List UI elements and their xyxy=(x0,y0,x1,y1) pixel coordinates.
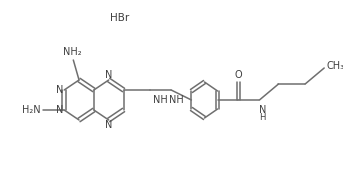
Text: NH: NH xyxy=(168,95,183,105)
Text: N: N xyxy=(56,105,63,115)
Text: N: N xyxy=(105,120,113,130)
Text: N: N xyxy=(259,105,266,115)
Text: NH₂: NH₂ xyxy=(63,47,82,57)
Text: O: O xyxy=(235,70,242,80)
Text: H₂N: H₂N xyxy=(22,105,40,115)
Text: N: N xyxy=(56,85,63,95)
Text: NH: NH xyxy=(153,95,168,105)
Text: HBr: HBr xyxy=(109,13,129,23)
Text: N: N xyxy=(105,70,113,80)
Text: CH₃: CH₃ xyxy=(327,61,343,71)
Text: H: H xyxy=(259,113,265,121)
